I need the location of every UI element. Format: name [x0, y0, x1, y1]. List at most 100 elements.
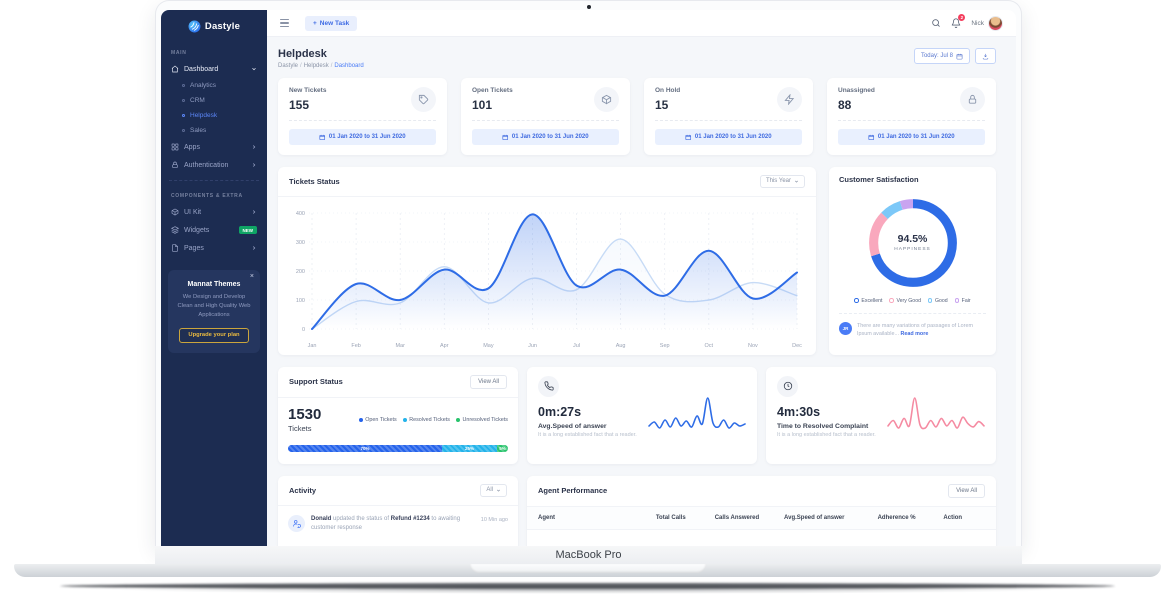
- main-area: + New Task 2 Nick: [267, 10, 1016, 546]
- webcam-dot: [586, 5, 591, 9]
- chevron-right-icon: [251, 209, 257, 215]
- breadcrumb-dashboard[interactable]: Dashboard: [334, 63, 364, 69]
- sidebar-item-widgets[interactable]: Widgets NEW: [161, 221, 267, 239]
- col-total-calls: Total Calls: [655, 514, 686, 521]
- svg-text:May: May: [483, 343, 494, 349]
- resolve-time-sparkline: [887, 396, 985, 429]
- page-content: Helpdesk Dastyle / Helpdesk / Dashboard Toda…: [267, 37, 1016, 546]
- year-filter-select[interactable]: This Year: [759, 174, 805, 188]
- total-tickets-unit: Tickets: [288, 423, 312, 433]
- sidebar-item-authentication[interactable]: Authentication: [161, 156, 267, 174]
- chevron-right-icon: [251, 144, 257, 150]
- activity-panel: Activity All: [278, 475, 518, 546]
- support-bar-segment: 25%: [442, 444, 497, 452]
- stat-value: 15: [655, 98, 669, 112]
- sidebar-item-sales[interactable]: Sales: [161, 123, 267, 138]
- activity-filter-select[interactable]: All: [480, 483, 507, 497]
- stat-card-unassigned: Unassigned 88 01 Jan 2020 to 31 Ju: [827, 78, 996, 155]
- sidebar-item-apps[interactable]: Apps: [161, 138, 267, 156]
- cube-icon: [171, 208, 179, 216]
- search-icon[interactable]: [931, 18, 941, 28]
- download-button[interactable]: [975, 48, 996, 64]
- sidebar-item-analytics[interactable]: Analytics: [161, 78, 267, 93]
- sidebar-divider: [169, 180, 259, 181]
- today-date-button[interactable]: Today: Jul 8: [913, 48, 970, 64]
- avg-speed-sparkline: [648, 396, 746, 429]
- note-avatar: JR: [839, 321, 852, 335]
- laptop-base-edge: [60, 583, 1115, 589]
- date-range-pill[interactable]: 01 Jan 2020 to 31 Jun 2020: [289, 129, 436, 145]
- grid-icon: [171, 143, 179, 151]
- sidebar-item-pages[interactable]: Pages: [161, 239, 267, 257]
- breadcrumb-helpdesk[interactable]: Helpdesk: [303, 63, 329, 69]
- support-bar-segment: 70%: [288, 444, 442, 452]
- col-avg-speed: Avg.Speed of answer: [784, 514, 845, 521]
- legend-dot-icon: [358, 417, 363, 422]
- sidebar-item-uikit[interactable]: UI Kit: [161, 203, 267, 221]
- satisfaction-donut-chart: [868, 198, 957, 287]
- date-range-pill[interactable]: 01 Jan 2020 to 31 Jun 2020: [472, 129, 619, 145]
- stat-value: 88: [838, 98, 852, 112]
- device-label: MacBook Pro: [555, 549, 622, 561]
- support-status-panel: Support Status View All 1530 Tickets Ope…: [278, 366, 518, 464]
- bullet-icon: [182, 84, 185, 87]
- activity-item[interactable]: Donald updated the status of Refund #123…: [278, 506, 518, 544]
- date-range-pill[interactable]: 01 Jan 2020 to 31 Jun 2020: [838, 129, 985, 145]
- stat-card-on-hold: On Hold 15 01 Jan 2020 to 31 Jun 2: [644, 78, 813, 155]
- read-more-link[interactable]: Read more: [900, 331, 929, 338]
- hamburger-menu-icon[interactable]: [280, 19, 289, 27]
- bullet-icon: [182, 99, 185, 102]
- activity-timestamp: 10 Min ago: [480, 516, 508, 523]
- agents-view-all-button[interactable]: View All: [948, 483, 985, 498]
- agents-table-header: Agent Total Calls Calls Answered Avg.Spe…: [527, 506, 996, 530]
- app-logo[interactable]: Dastyle: [161, 10, 267, 44]
- svg-text:Apr: Apr: [440, 343, 449, 349]
- new-task-button[interactable]: + New Task: [305, 15, 358, 31]
- legend-ring-icon: [927, 298, 933, 303]
- customer-satisfaction-panel: Customer Satisfaction 94.5% HAPPINESS Ex…: [829, 166, 996, 355]
- sidebar: Dastyle MAIN Dashboard Analytics CRM: [161, 10, 267, 546]
- bullet-icon: [182, 129, 185, 132]
- svg-text:Aug: Aug: [616, 343, 626, 349]
- promo-text: We Design and Develop Clean and High Qua…: [177, 294, 251, 318]
- date-range-pill[interactable]: 01 Jan 2020 to 31 Jun 2020: [655, 129, 802, 145]
- page-title: Helpdesk: [278, 48, 327, 60]
- support-view-all-button[interactable]: View All: [470, 374, 507, 389]
- user-name: Nick: [971, 19, 984, 27]
- happiness-label: HAPPINESS: [894, 247, 931, 252]
- avg-speed-card: 0m:27s Avg.Speed of answer It is a long …: [527, 366, 757, 464]
- upgrade-plan-button[interactable]: Upgrade your plan: [179, 327, 249, 343]
- support-legend-item: Open Tickets: [358, 417, 397, 423]
- tickets-status-title: Tickets Status: [289, 176, 340, 186]
- calendar-icon: [868, 134, 875, 140]
- avg-speed-value: 0m:27s: [538, 404, 582, 419]
- sidebar-item-dashboard[interactable]: Dashboard: [161, 60, 267, 78]
- breadcrumb-dastyle[interactable]: Dastyle: [278, 63, 299, 69]
- chevron-down-icon: [497, 489, 500, 492]
- sidebar-item-helpdesk[interactable]: Helpdesk: [161, 108, 267, 123]
- activity-target: Refund #1234: [390, 515, 430, 522]
- user-menu[interactable]: Nick: [971, 15, 1003, 31]
- file-icon: [172, 244, 178, 252]
- svg-text:200: 200: [296, 269, 305, 275]
- notifications-bell-icon[interactable]: 2: [951, 14, 966, 28]
- activity-actor: Donald: [311, 515, 332, 522]
- promo-card: × Mannat Themes We Design and Develop Cl…: [168, 270, 260, 353]
- chevron-down-icon: [251, 66, 257, 72]
- svg-text:Nov: Nov: [748, 343, 758, 349]
- tickets-status-line-chart: 0 100 200 300 400 Jan Feb Mar Apr May Jun Jul Aug Sep…: [296, 211, 802, 349]
- stat-card-open-tickets: Open Tickets 101 01 Jan 2020 to 31: [461, 78, 630, 155]
- calendar-icon: [502, 134, 509, 140]
- avatar: [988, 15, 1003, 31]
- total-tickets-value: 1530: [288, 405, 322, 423]
- nav-section-components: COMPONENTS & EXTRA: [171, 193, 243, 199]
- svg-text:400: 400: [296, 211, 305, 217]
- laptop-shadow: [110, 586, 1065, 594]
- svg-text:Dec: Dec: [792, 343, 802, 349]
- sidebar-item-crm[interactable]: CRM: [161, 93, 267, 108]
- chevron-right-icon: [251, 245, 257, 251]
- dashboard-app: Dastyle MAIN Dashboard Analytics CRM: [161, 10, 1016, 546]
- laptop-base: [14, 564, 1161, 577]
- close-icon[interactable]: ×: [249, 273, 254, 280]
